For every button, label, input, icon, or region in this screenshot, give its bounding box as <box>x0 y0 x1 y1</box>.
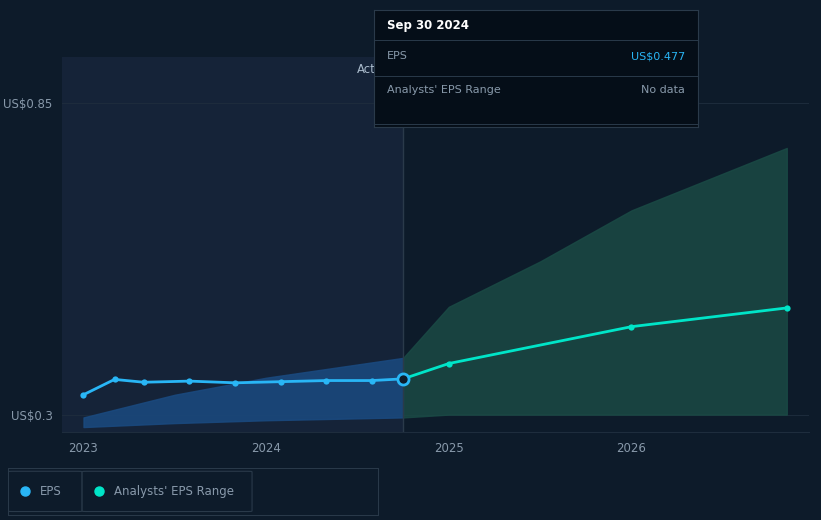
Text: Analysts Forecasts: Analysts Forecasts <box>418 63 528 76</box>
Text: Analysts' EPS Range: Analysts' EPS Range <box>387 85 500 95</box>
Text: Sep 30 2024: Sep 30 2024 <box>387 19 469 32</box>
Text: EPS: EPS <box>39 485 62 498</box>
Text: Analysts' EPS Range: Analysts' EPS Range <box>113 485 233 498</box>
Text: EPS: EPS <box>387 51 407 61</box>
Bar <box>62 57 403 432</box>
Bar <box>403 57 809 432</box>
FancyBboxPatch shape <box>82 471 252 512</box>
Text: Actual: Actual <box>357 63 394 76</box>
Text: US$0.477: US$0.477 <box>631 51 685 61</box>
FancyBboxPatch shape <box>8 471 82 512</box>
Text: No data: No data <box>641 85 685 95</box>
